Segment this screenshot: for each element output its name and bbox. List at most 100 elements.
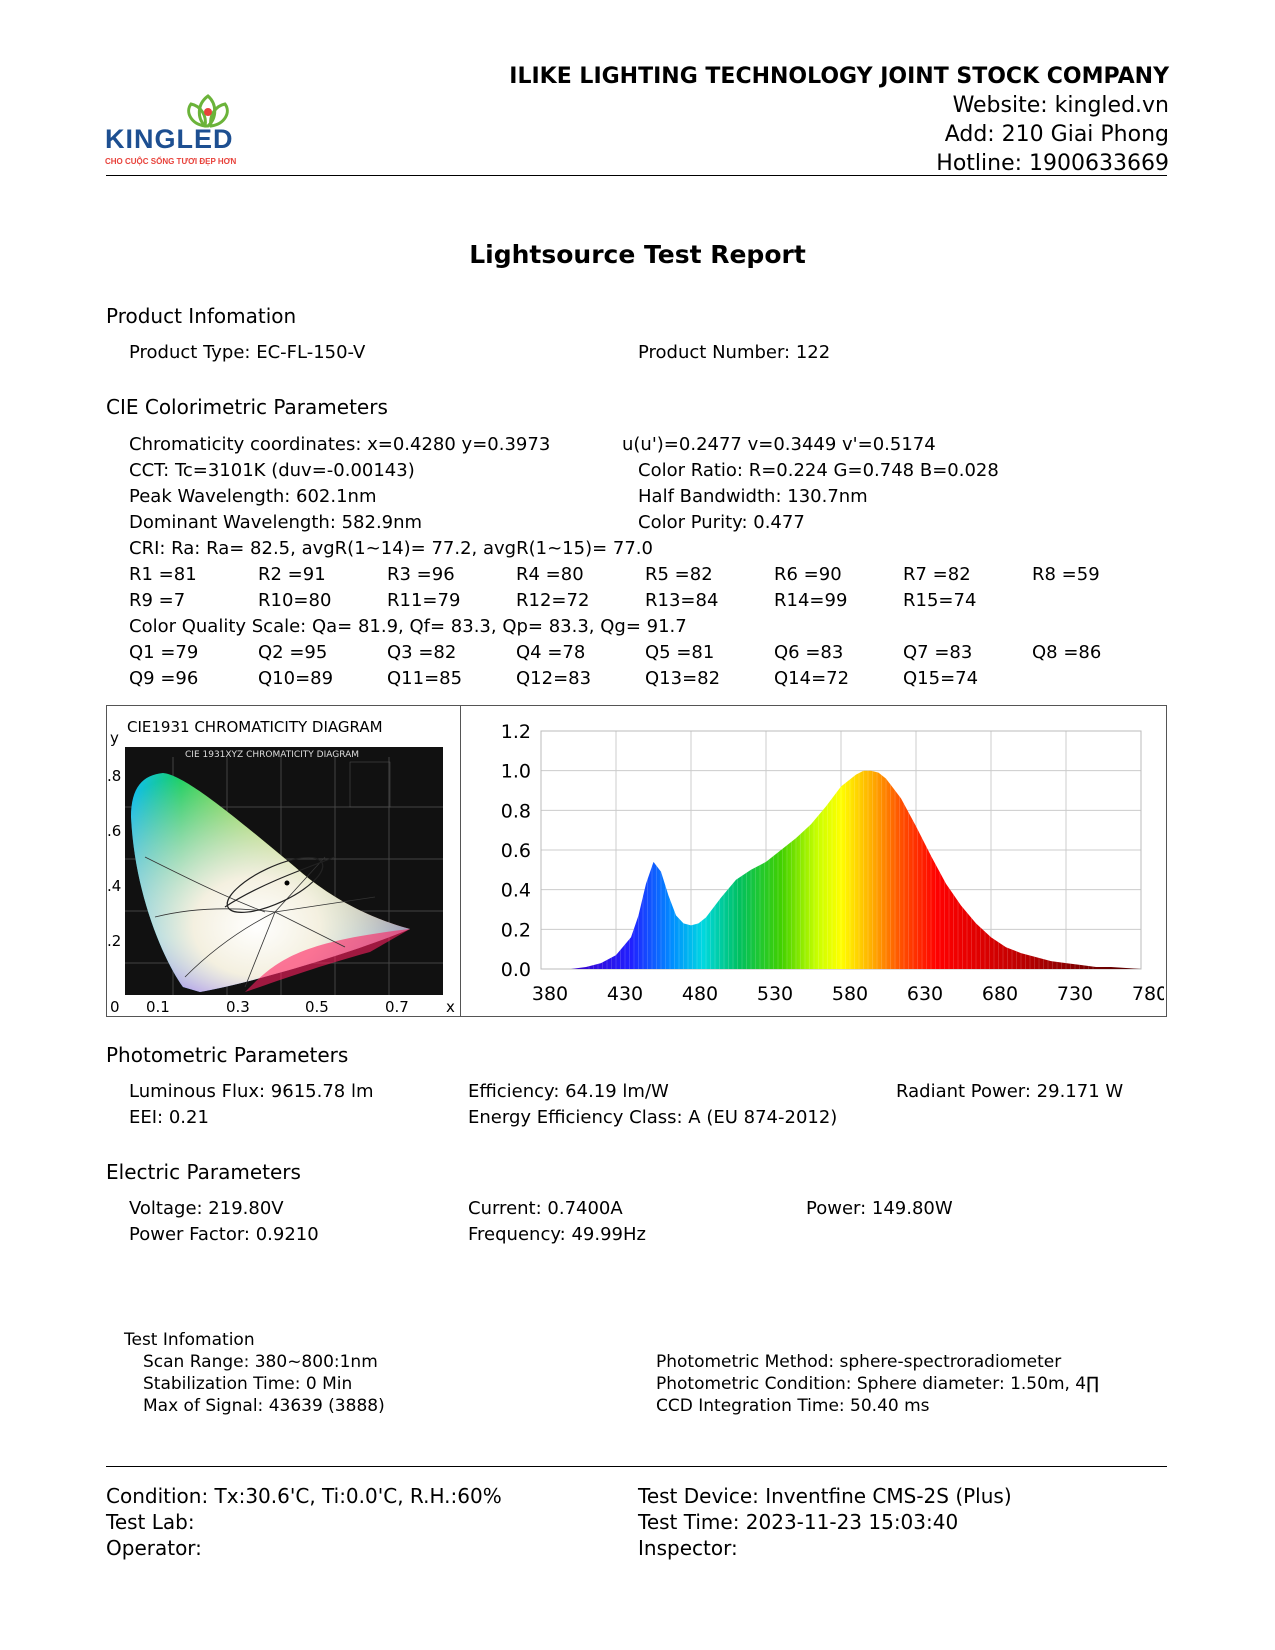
q-value: Q3 =82 — [387, 642, 457, 663]
x-tick-label: 380 — [532, 983, 568, 1005]
q-value: Q1 =79 — [129, 642, 199, 663]
product-heading: Product Infomation — [106, 304, 297, 328]
cqs-summary: Color Quality Scale: Qa= 81.9, Qf= 83.3,… — [129, 616, 687, 637]
electric-heading: Electric Parameters — [106, 1160, 301, 1184]
energy-class: Energy Efficiency Class: A (EU 874-2012) — [468, 1107, 838, 1128]
current: Current: 0.7400A — [468, 1198, 623, 1219]
r-value: R2 =91 — [258, 564, 326, 585]
r-value: R6 =90 — [774, 564, 842, 585]
r-value: R4 =80 — [516, 564, 584, 585]
photometric-heading: Photometric Parameters — [106, 1043, 349, 1067]
x-tick-label: 480 — [682, 983, 718, 1005]
r-value: R15=74 — [903, 590, 977, 611]
color-purity: Color Purity: 0.477 — [638, 512, 805, 533]
test-info-heading: Test Infomation — [124, 1330, 255, 1350]
spectrum-chart: 0.0 0.2 0.4 0.6 0.8 1.0 1.2 380 430 480 530 580 630… — [462, 706, 1168, 1014]
report-title: Lightsource Test Report — [469, 240, 806, 269]
cie-x-tick: 0.3 — [226, 998, 250, 1016]
spectrum-hatch — [588, 770, 1094, 969]
cri-summary: CRI: Ra: Ra= 82.5, avgR(1~14)= 77.2, avg… — [129, 538, 653, 559]
cie-x-tick: 0 — [110, 998, 120, 1016]
r-value: R1 =81 — [129, 564, 197, 585]
r-value: R10=80 — [258, 590, 332, 611]
x-tick-label: 730 — [1057, 983, 1093, 1005]
uv-coordinates: u(u')=0.2477 v=0.3449 v'=0.5174 — [622, 434, 936, 455]
efficiency: Efficiency: 64.19 lm/W — [468, 1081, 669, 1102]
photometric-condition: Photometric Condition: Sphere diameter: … — [656, 1374, 1099, 1394]
q-value: Q6 =83 — [774, 642, 844, 663]
y-tick-label: 0.2 — [501, 919, 531, 941]
x-tick-label: 680 — [982, 983, 1018, 1005]
voltage: Voltage: 219.80V — [129, 1198, 284, 1219]
eei-value: EEI: 0.21 — [129, 1107, 209, 1128]
x-tick-label: 430 — [607, 983, 643, 1005]
max-signal: Max of Signal: 43639 (3888) — [143, 1396, 385, 1416]
chromaticity-coordinates: Chromaticity coordinates: x=0.4280 y=0.3… — [129, 434, 551, 455]
half-bandwidth: Half Bandwidth: 130.7nm — [638, 486, 868, 507]
logo-wordmark: KINGLED — [105, 124, 234, 154]
cie-inner-title: CIE 1931XYZ CHROMATICITY DIAGRAM — [185, 750, 359, 760]
radiant-power: Radiant Power: 29.171 W — [896, 1081, 1124, 1102]
header-rule — [106, 175, 1167, 176]
y-tick-label: 1.2 — [501, 721, 531, 743]
power: Power: 149.80W — [806, 1198, 953, 1219]
test-time: Test Time: 2023-11-23 15:03:40 — [638, 1510, 959, 1534]
footer-rule — [106, 1466, 1167, 1467]
q-value: Q8 =86 — [1032, 642, 1102, 663]
product-type: Product Type: EC-FL-150-V — [129, 342, 366, 363]
q-value: Q11=85 — [387, 668, 463, 689]
cie-heading: CIE Colorimetric Parameters — [106, 395, 388, 419]
q-value: Q4 =78 — [516, 642, 586, 663]
luminous-flux: Luminous Flux: 9615.78 lm — [129, 1081, 374, 1102]
cie-x-tick: 0.5 — [305, 998, 329, 1016]
frequency: Frequency: 49.99Hz — [468, 1224, 646, 1245]
color-ratio: Color Ratio: R=0.224 G=0.748 B=0.028 — [638, 460, 999, 481]
q-value: Q5 =81 — [645, 642, 715, 663]
test-device: Test Device: Inventfine CMS-2S (Plus) — [638, 1484, 1012, 1508]
y-tick-label: 0.6 — [501, 840, 531, 862]
stabilization-time: Stabilization Time: 0 Min — [143, 1374, 353, 1394]
r-value: R9 =7 — [129, 590, 186, 611]
q-value: Q9 =96 — [129, 668, 199, 689]
cie-y-label: y — [110, 729, 119, 747]
ccd-integration-time: CCD Integration Time: 50.40 ms — [656, 1396, 930, 1416]
company-logo: KINGLED CHO CUỘC SỐNG TƯƠI ĐẸP HƠN — [105, 88, 275, 173]
scan-range: Scan Range: 380~800:1nm — [143, 1352, 378, 1372]
inspector: Inspector: — [638, 1536, 738, 1560]
peak-wavelength: Peak Wavelength: 602.1nm — [129, 486, 377, 507]
r-value: R3 =96 — [387, 564, 455, 585]
q-value: Q10=89 — [258, 668, 334, 689]
spectrum-series-area — [571, 770, 1141, 969]
cie-x-tick: 0.1 — [146, 998, 170, 1016]
company-address: Add: 210 Giai Phong — [944, 122, 1169, 147]
photometric-method: Photometric Method: sphere-spectroradiom… — [656, 1352, 1062, 1372]
r-value: R7 =82 — [903, 564, 971, 585]
y-tick-label: 0.0 — [501, 959, 531, 981]
y-tick-label: 0.4 — [501, 880, 531, 902]
cct-value: CCT: Tc=3101K (duv=-0.00143) — [129, 460, 415, 481]
company-hotline: Hotline: 1900633669 — [936, 151, 1169, 176]
cie-x-tick: 0.7 — [385, 998, 409, 1016]
company-name: ILIKE LIGHTING TECHNOLOGY JOINT STOCK CO… — [509, 64, 1169, 89]
q-value: Q15=74 — [903, 668, 979, 689]
r-value: R8 =59 — [1032, 564, 1100, 585]
y-tick-label: 1.0 — [501, 761, 531, 783]
q-value: Q12=83 — [516, 668, 592, 689]
cie-y-tick: .6 — [107, 822, 122, 840]
cie-diagram-title: CIE1931 CHROMATICITY DIAGRAM — [127, 718, 383, 736]
x-tick-label: 530 — [757, 983, 793, 1005]
cie-y-tick: .2 — [107, 932, 122, 950]
charts-frame — [106, 705, 1167, 1017]
q-value: Q13=82 — [645, 668, 721, 689]
q-value: Q2 =95 — [258, 642, 328, 663]
x-tick-label: 780 — [1132, 983, 1164, 1005]
lotus-logo-icon — [187, 94, 229, 128]
y-tick-label: 0.8 — [501, 800, 531, 822]
company-website: Website: kingled.vn — [952, 93, 1169, 118]
charts-divider — [460, 705, 461, 1017]
x-tick-label: 630 — [907, 983, 943, 1005]
spectrum-x-ticks: 380 430 480 530 580 630 680 730 780 — [532, 983, 1168, 1005]
product-number: Product Number: 122 — [638, 342, 831, 363]
power-factor: Power Factor: 0.9210 — [129, 1224, 319, 1245]
logo-slogan: CHO CUỘC SỐNG TƯƠI ĐẸP HƠN — [105, 157, 237, 166]
